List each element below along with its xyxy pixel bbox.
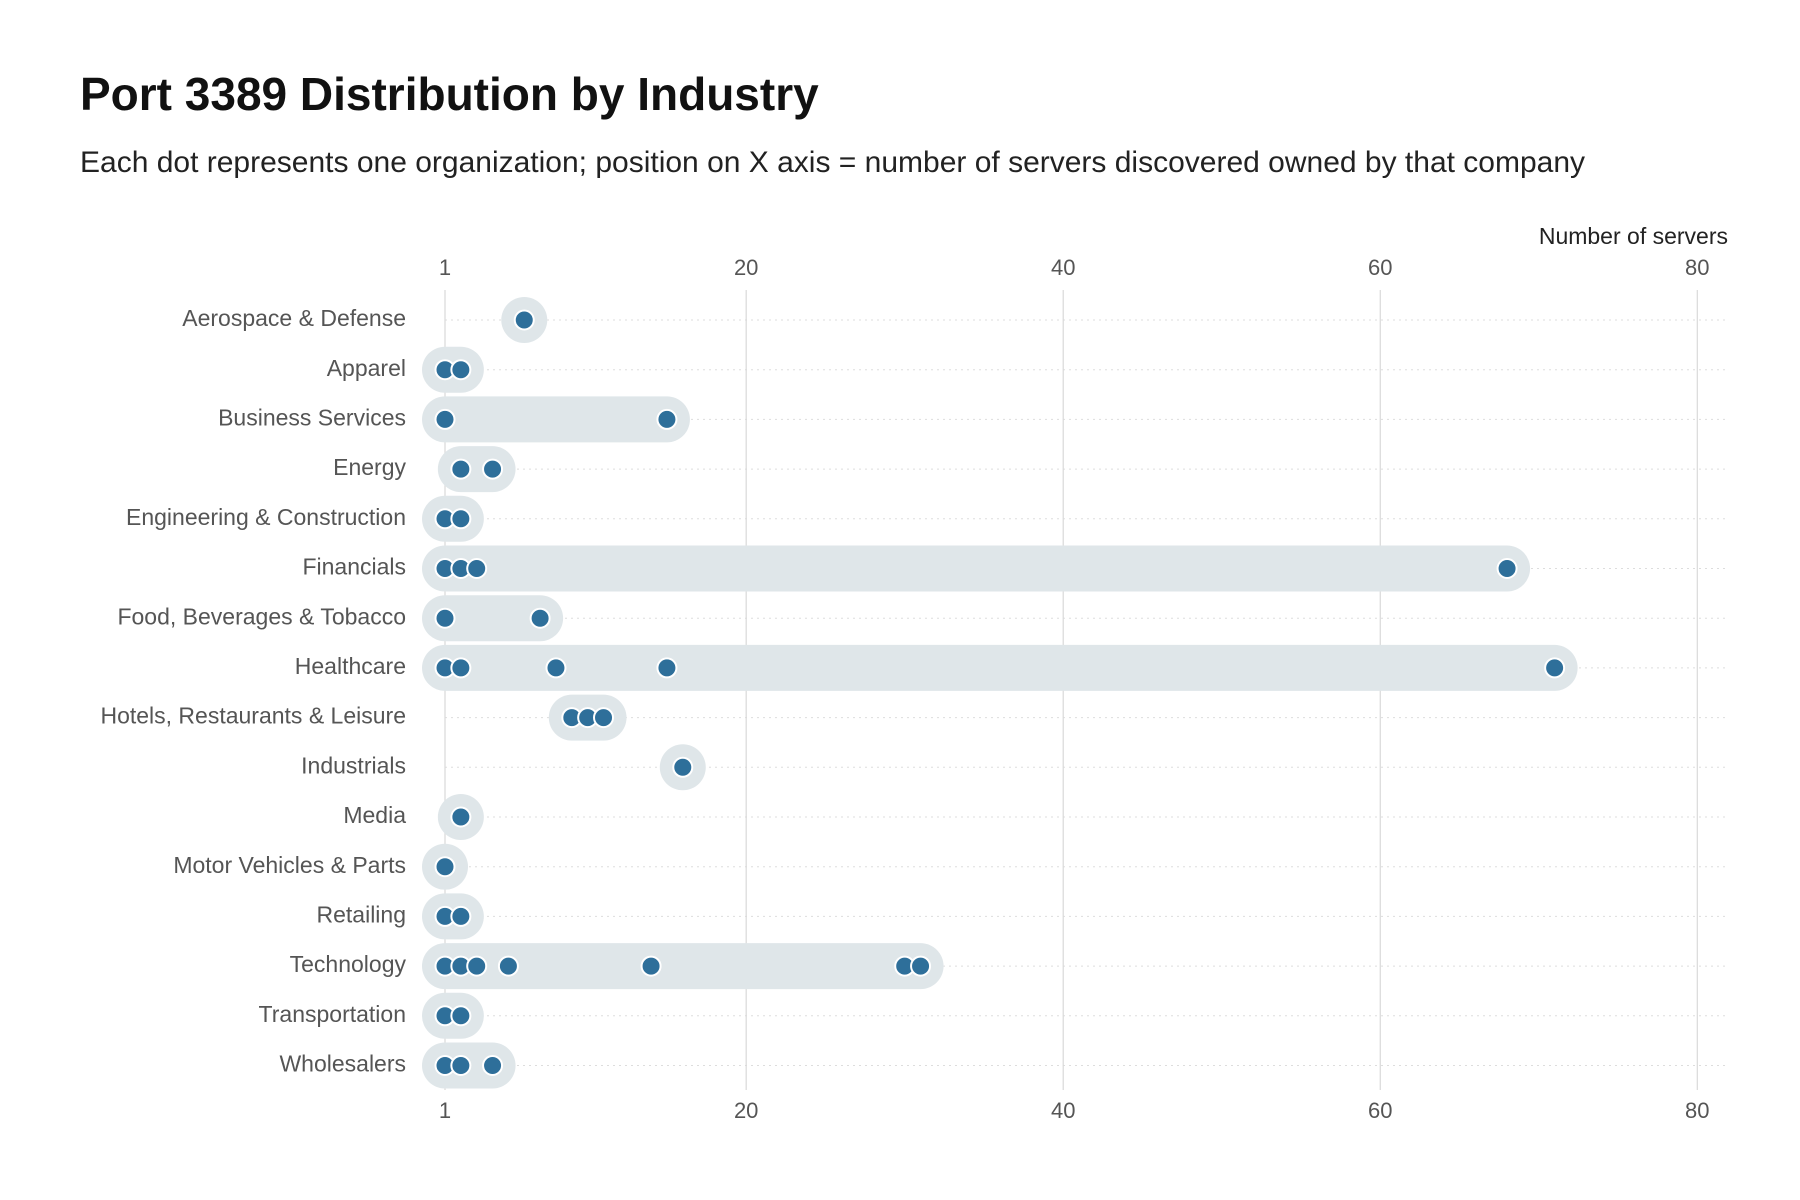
dot bbox=[513, 309, 535, 331]
x-tick-label: 40 bbox=[1051, 255, 1075, 280]
dot bbox=[545, 657, 567, 679]
x-tick-label: 60 bbox=[1368, 1098, 1392, 1123]
dot bbox=[656, 657, 678, 679]
dot bbox=[640, 955, 662, 977]
dot bbox=[1544, 657, 1566, 679]
dot bbox=[466, 558, 488, 579]
x-tick-label: 80 bbox=[1685, 255, 1709, 280]
dot bbox=[450, 1005, 472, 1027]
dot bbox=[434, 607, 456, 629]
x-axis-label: Number of servers bbox=[1539, 223, 1728, 249]
dot bbox=[910, 955, 932, 977]
x-tick-label: 1 bbox=[439, 255, 451, 280]
dot bbox=[497, 955, 519, 977]
category-label: Industrials bbox=[301, 752, 406, 778]
dot bbox=[529, 607, 551, 629]
dot bbox=[450, 806, 472, 828]
range-pill bbox=[422, 545, 1531, 592]
category-label: Wholesalers bbox=[279, 1051, 406, 1077]
category-label: Apparel bbox=[327, 355, 406, 381]
category-label: Business Services bbox=[218, 404, 406, 430]
dot bbox=[593, 707, 615, 729]
dot bbox=[482, 458, 504, 480]
dot bbox=[450, 359, 472, 381]
dot bbox=[450, 905, 472, 927]
category-label: Energy bbox=[333, 454, 406, 480]
dot bbox=[466, 955, 488, 977]
x-tick-label: 1 bbox=[439, 1098, 451, 1123]
x-tick-label: 20 bbox=[734, 255, 758, 280]
dot bbox=[434, 408, 456, 430]
range-pill bbox=[437, 446, 516, 493]
category-label: Motor Vehicles & Parts bbox=[173, 852, 406, 878]
category-label: Financials bbox=[302, 554, 406, 580]
dot bbox=[450, 1055, 472, 1076]
x-tick-label: 20 bbox=[734, 1098, 758, 1123]
category-label: Transportation bbox=[259, 1001, 406, 1027]
dot bbox=[450, 508, 472, 530]
category-label: Technology bbox=[290, 951, 407, 977]
dot bbox=[434, 856, 456, 878]
category-label: Retailing bbox=[317, 901, 407, 927]
dot bbox=[672, 756, 694, 778]
category-label: Engineering & Construction bbox=[126, 504, 406, 530]
category-label: Media bbox=[343, 802, 406, 828]
dot bbox=[1496, 558, 1518, 579]
x-tick-label: 40 bbox=[1051, 1098, 1075, 1123]
category-label: Aerospace & Defense bbox=[182, 305, 406, 331]
x-tick-label: 60 bbox=[1368, 255, 1392, 280]
category-label: Food, Beverages & Tobacco bbox=[117, 603, 406, 629]
range-pill bbox=[422, 595, 564, 642]
category-label: Healthcare bbox=[295, 653, 406, 679]
x-tick-label: 80 bbox=[1685, 1098, 1709, 1123]
dot bbox=[482, 1055, 504, 1076]
chart-title: Port 3389 Distribution by Industry bbox=[80, 68, 819, 120]
dot bbox=[450, 458, 472, 480]
chart-subtitle: Each dot represents one organization; po… bbox=[80, 146, 1585, 179]
category-label: Hotels, Restaurants & Leisure bbox=[100, 703, 406, 729]
dot bbox=[656, 408, 678, 430]
dot bbox=[450, 657, 472, 679]
range-pill bbox=[422, 943, 944, 990]
range-pill bbox=[422, 644, 1578, 691]
range-pill bbox=[422, 396, 690, 443]
